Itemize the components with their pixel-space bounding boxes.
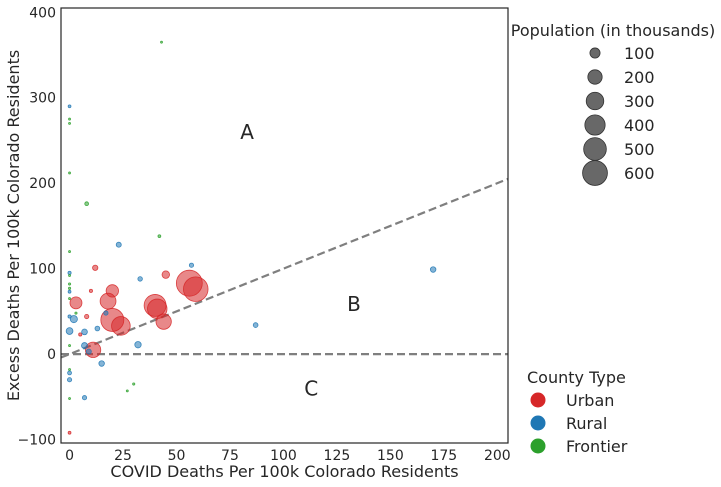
rural-county-point	[134, 341, 142, 349]
rural-county-point	[65, 327, 74, 335]
x-tick-label: 0	[65, 448, 74, 464]
x-tick-label: 25	[114, 448, 132, 464]
x-tick-label: 75	[221, 448, 239, 464]
y-axis-label: Excess Deaths Per 100k Colorado Resident…	[4, 50, 23, 401]
rural-county-point	[85, 348, 92, 355]
frontier-county-point	[74, 311, 78, 315]
size-legend-marker	[582, 160, 608, 186]
frontier-county-point	[157, 234, 162, 239]
size-legend-label: 200	[624, 68, 655, 87]
rural-county-point	[81, 328, 88, 336]
identity-dashed-line	[61, 177, 508, 359]
rural-county-point	[67, 377, 73, 383]
rural-county-point	[81, 395, 88, 401]
rural-county-point	[67, 289, 72, 294]
plot-area: A B C	[61, 40, 508, 435]
frontier-county-point	[68, 397, 71, 400]
y-tick-label: 0	[47, 347, 56, 363]
legend: Population (in thousands) 100 200 300 400 500…	[511, 21, 715, 456]
rural-county-point	[188, 262, 195, 268]
color-legend-label-urban: Urban	[566, 391, 614, 410]
rural-county-point	[69, 315, 78, 324]
rural-county-point	[67, 314, 72, 319]
rural-county-point	[67, 270, 72, 275]
y-tick-label: −100	[18, 433, 56, 449]
urban-county-point	[67, 430, 72, 435]
size-legend-marker	[584, 114, 606, 136]
urban-county-point	[92, 264, 99, 271]
size-legend-label: 400	[624, 116, 655, 135]
rural-county-point	[252, 322, 259, 328]
plot-frame	[60, 7, 509, 444]
rural-county-point	[137, 276, 143, 282]
x-tick-label: 50	[168, 448, 186, 464]
size-legend-marker	[585, 91, 605, 111]
frontier-county-point	[160, 40, 163, 44]
frontier-county-point	[68, 286, 72, 290]
frontier-county-point	[68, 344, 71, 347]
urban-county-point	[161, 270, 170, 279]
urban-county-point	[183, 276, 209, 302]
frontier-county-point	[84, 201, 89, 207]
urban-county-point	[155, 313, 172, 330]
frontier-county-point	[68, 274, 71, 277]
y-tick-label: 200	[29, 176, 56, 192]
x-axis-label: COVID Deaths Per 100k Colorado Residents	[110, 462, 458, 481]
rural-county-point	[81, 342, 88, 349]
frontier-county-point	[68, 117, 71, 121]
rural-county-point	[67, 104, 72, 109]
frontier-county-point	[132, 382, 136, 386]
color-legend-marker-rural	[530, 415, 546, 431]
frontier-county-point	[68, 282, 72, 286]
x-tick-label: 100	[270, 448, 297, 464]
region-label-c: C	[304, 377, 318, 401]
frontier-county-point	[68, 250, 71, 253]
rural-county-point	[103, 310, 109, 316]
y-tick-label: 300	[29, 91, 56, 107]
rural-county-point	[94, 325, 101, 332]
size-legend-label: 500	[624, 140, 655, 159]
frontier-county-point	[125, 389, 129, 393]
color-legend-label-rural: Rural	[566, 414, 607, 433]
y-tick-label: 100	[29, 262, 56, 278]
size-legend-label: 300	[624, 92, 655, 111]
size-legend-title: Population (in thousands)	[511, 21, 715, 40]
size-legend-marker	[587, 69, 603, 85]
urban-county-point	[105, 284, 119, 298]
color-legend-label-frontier: Frontier	[566, 437, 628, 456]
rural-county-point	[67, 370, 72, 376]
frontier-county-point	[68, 121, 71, 125]
size-legend-marker	[589, 47, 601, 59]
x-tick-label: 125	[324, 448, 351, 464]
frontier-county-point	[68, 368, 71, 371]
rural-county-point	[429, 266, 437, 273]
color-legend-marker-urban	[530, 392, 546, 408]
size-legend-label: 100	[624, 44, 655, 63]
urban-county-point	[78, 332, 83, 337]
frontier-county-point	[68, 171, 71, 175]
x-tick-label: 150	[377, 448, 404, 464]
region-label-a: A	[240, 120, 254, 144]
urban-county-point	[111, 316, 131, 336]
axes: 0 25 50 75 100 125 150 175 200 −100 0 100 200 300 400 C…	[4, 5, 511, 481]
region-label-b: B	[347, 292, 361, 316]
size-legend-label: 600	[624, 164, 655, 183]
urban-county-point	[69, 296, 83, 310]
rural-county-point	[98, 360, 105, 367]
frontier-county-point	[68, 297, 71, 300]
x-tick-label: 200	[484, 448, 511, 464]
color-legend-title: County Type	[527, 368, 626, 387]
urban-county-point	[88, 288, 93, 293]
urban-county-point	[84, 313, 90, 320]
y-tick-label: 400	[29, 5, 56, 21]
color-legend-marker-frontier	[530, 438, 546, 454]
x-tick-label: 175	[430, 448, 457, 464]
rural-county-point	[115, 241, 122, 248]
size-legend-marker	[583, 137, 607, 161]
